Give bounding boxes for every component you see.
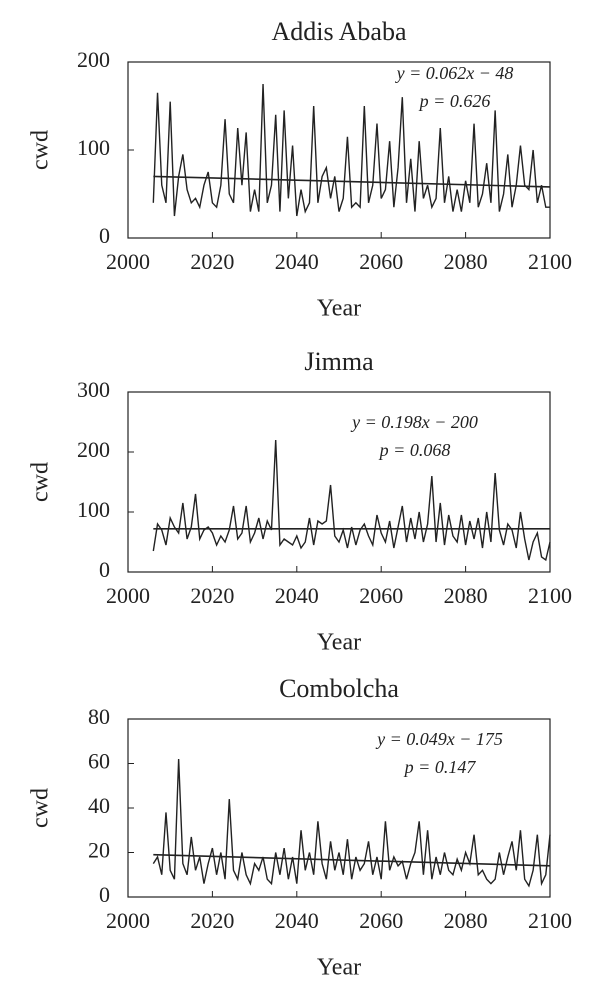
x-tick-label: 2060: [359, 908, 403, 933]
chart-title: Jimma: [304, 347, 374, 376]
y-tick-label: 200: [77, 47, 110, 72]
x-tick-label: 2020: [190, 583, 234, 608]
data-line: [152, 439, 551, 562]
chart-title: Addis Ababa: [271, 17, 407, 46]
x-tick-label: 2040: [275, 583, 319, 608]
y-tick-label: 0: [99, 557, 110, 582]
y-axis-label: cwd: [28, 462, 54, 502]
annotation: p = 0.147: [403, 757, 477, 777]
x-tick-label: 2080: [444, 908, 488, 933]
x-axis-label: Year: [317, 630, 361, 656]
x-tick-label: 2100: [528, 583, 572, 608]
y-tick-label: 100: [77, 497, 110, 522]
y-tick-label: 0: [99, 223, 110, 248]
chart-title: Combolcha: [279, 674, 399, 703]
data-line: [152, 759, 551, 888]
x-tick-label: 2080: [444, 249, 488, 274]
annotation: p = 0.626: [418, 91, 491, 111]
x-tick-label: 2000: [106, 908, 150, 933]
plot-frame: [127, 391, 551, 573]
data-line: [152, 83, 550, 217]
y-tick-label: 100: [77, 135, 110, 160]
x-tick-label: 2020: [190, 908, 234, 933]
annotation: y = 0.198x − 200: [350, 412, 478, 432]
y-tick-label: 60: [88, 749, 110, 774]
x-tick-label: 2040: [275, 249, 319, 274]
y-tick-label: 200: [77, 437, 110, 462]
x-tick-label: 2060: [359, 583, 403, 608]
trend-line: [153, 853, 551, 867]
x-tick-label: 2000: [106, 249, 150, 274]
y-tick-label: 40: [88, 793, 110, 818]
x-tick-label: 2060: [359, 249, 403, 274]
x-axis-label: Year: [317, 296, 361, 322]
x-tick-label: 2000: [106, 583, 150, 608]
y-tick-label: 20: [88, 838, 110, 863]
y-tick-label: 300: [77, 377, 110, 402]
y-axis-label: cwd: [28, 130, 54, 170]
trend-line: [153, 175, 551, 188]
y-tick-label: 0: [99, 882, 110, 907]
annotation: y = 0.049x − 175: [375, 729, 503, 749]
y-axis-label: cwd: [28, 788, 54, 828]
annotation: y = 0.062x − 48: [395, 63, 514, 83]
annotation: p = 0.068: [378, 440, 451, 460]
y-tick-label: 80: [88, 704, 110, 729]
x-tick-label: 2040: [275, 908, 319, 933]
x-tick-label: 2020: [190, 249, 234, 274]
x-axis-label: Year: [317, 955, 361, 981]
x-tick-label: 2080: [444, 583, 488, 608]
x-tick-label: 2100: [528, 908, 572, 933]
x-tick-label: 2100: [528, 249, 572, 274]
